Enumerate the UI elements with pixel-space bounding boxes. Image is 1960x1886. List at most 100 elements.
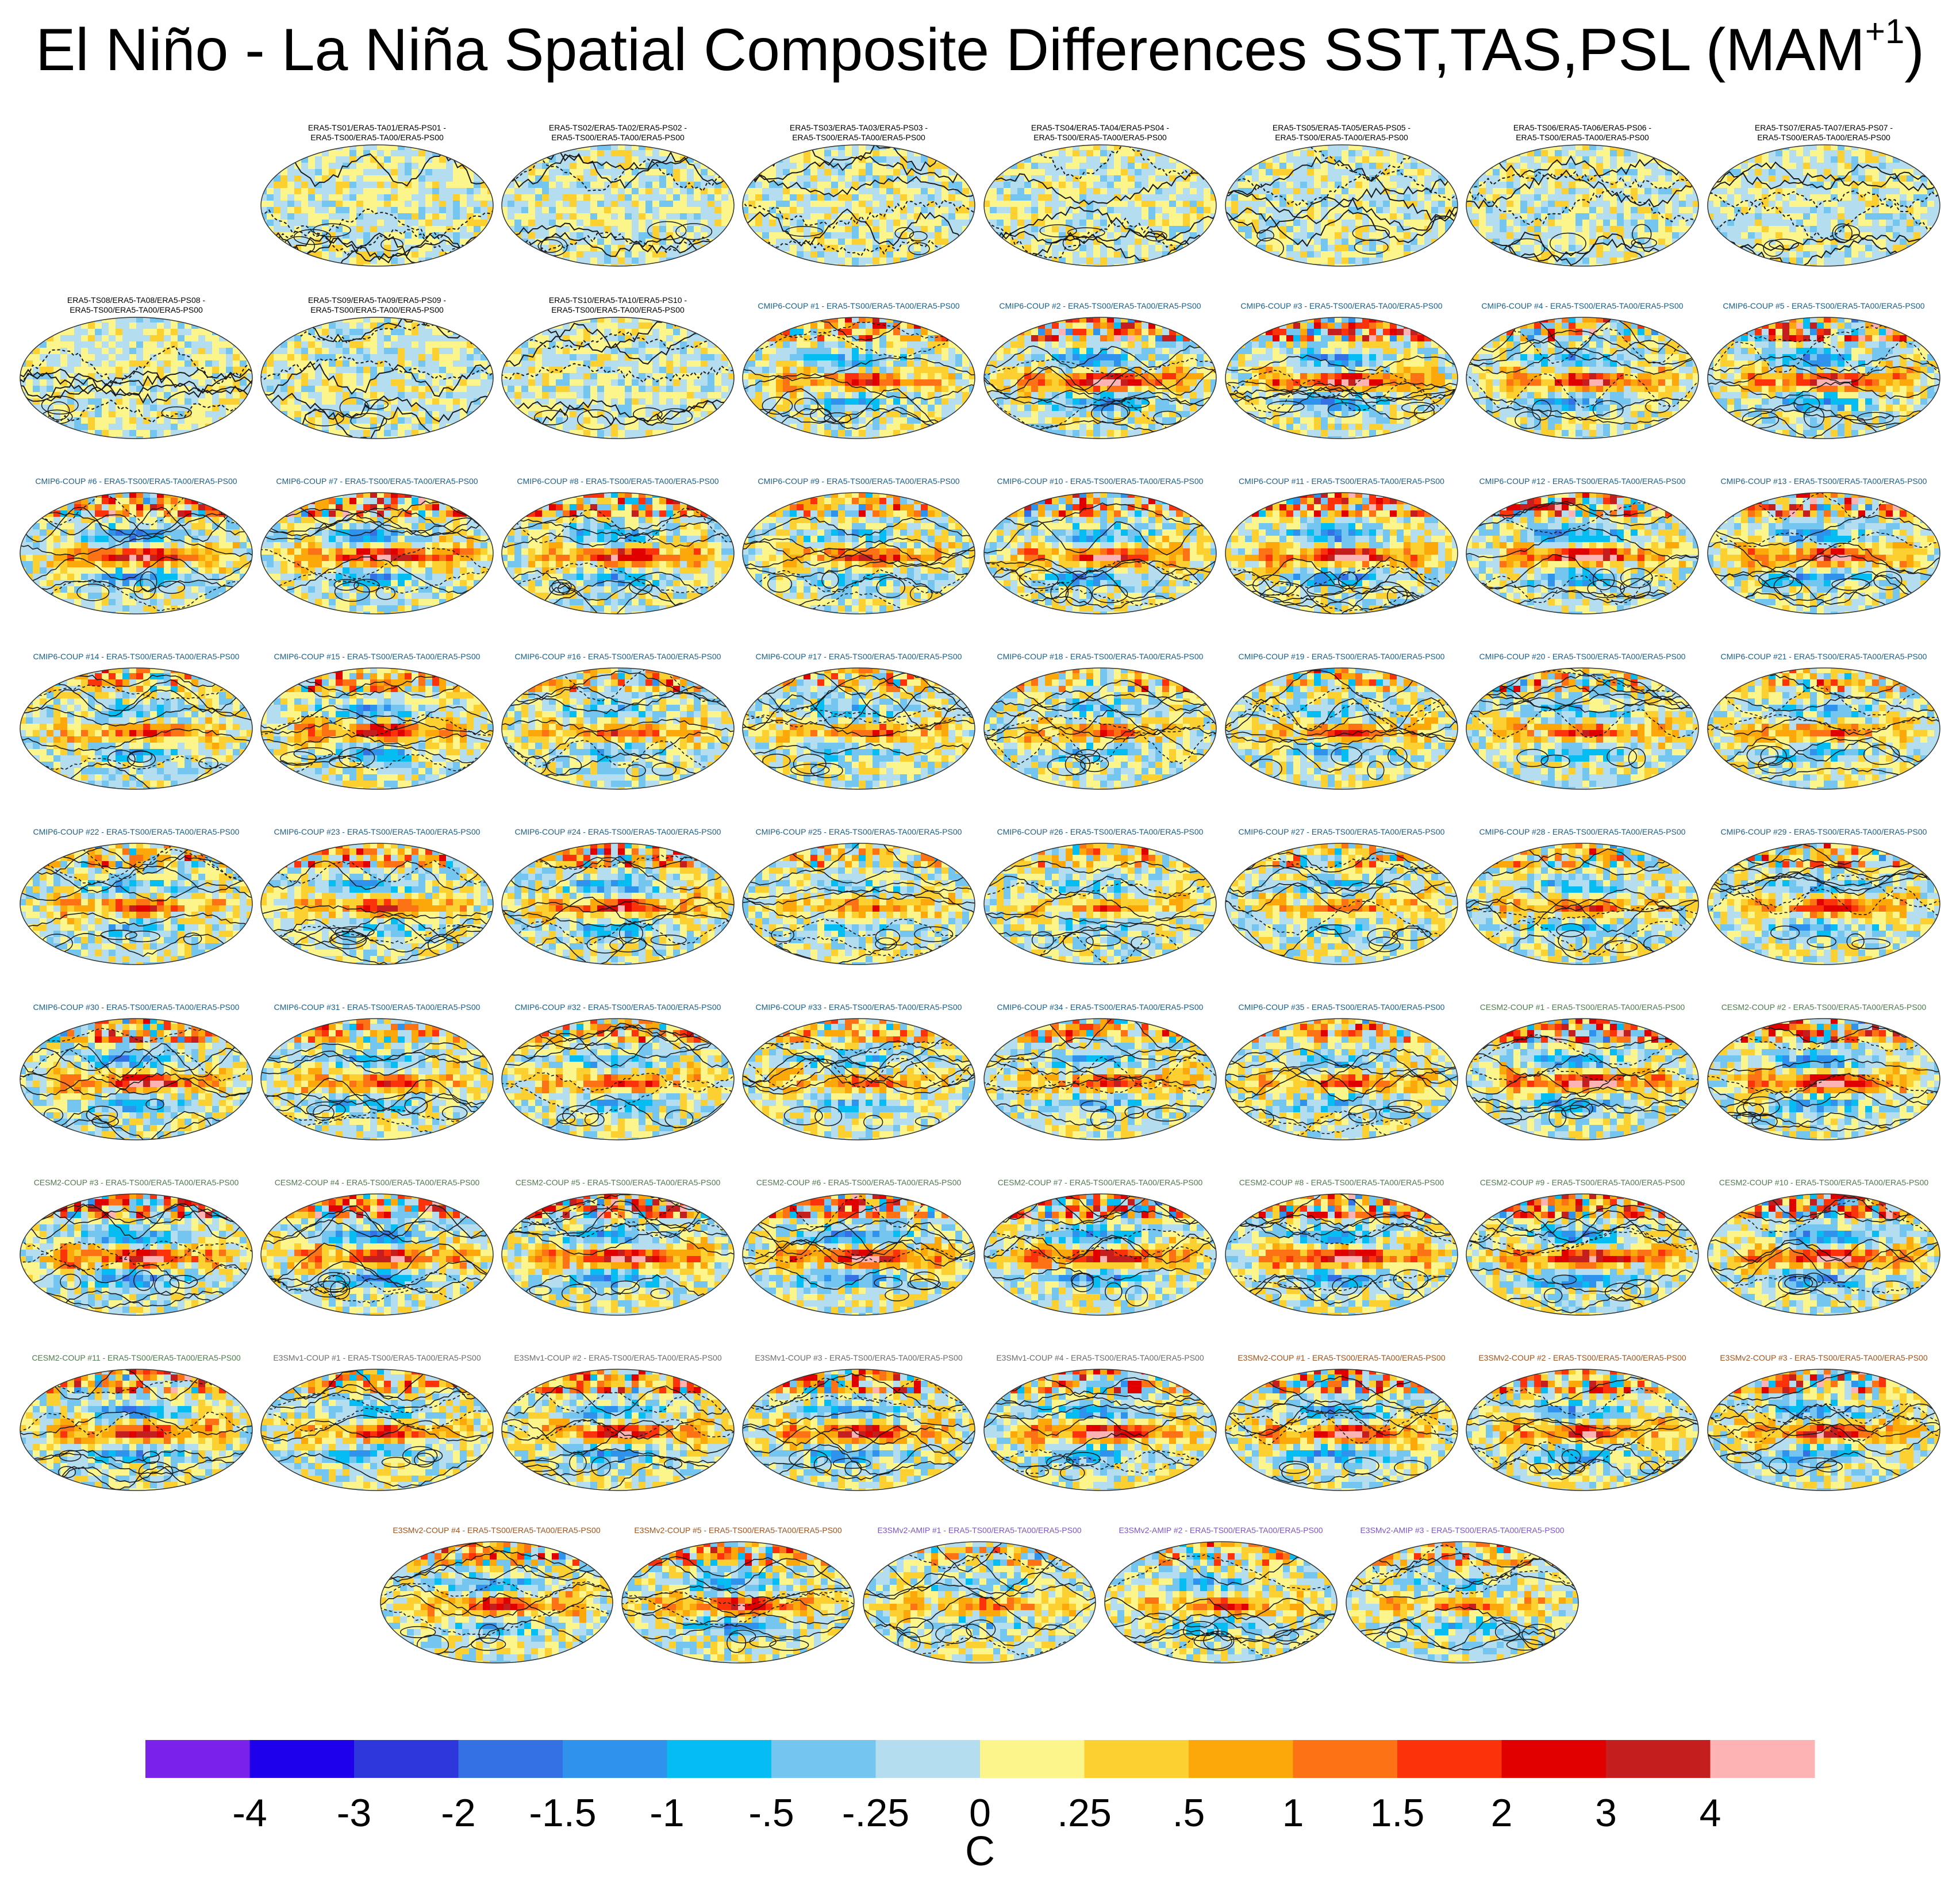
map-panel: CESM2-COUP #6 - ERA5-TS00/ERA5-TA00/ERA5…: [741, 1170, 976, 1316]
panel-label: CESM2-COUP #1 - ERA5-TS00/ERA5-TA00/ERA5…: [1465, 1002, 1700, 1012]
panel-label: CMIP6-COUP #32 - ERA5-TS00/ERA5-TA00/ERA…: [501, 1002, 735, 1012]
map-panel: CMIP6-COUP #33 - ERA5-TS00/ERA5-TA00/ERA…: [741, 994, 976, 1141]
global-map: [501, 492, 735, 614]
map-panel: CMIP6-COUP #16 - ERA5-TS00/ERA5-TA00/ERA…: [501, 644, 735, 790]
global-map: [501, 317, 735, 439]
panel-label: CESM2-COUP #8 - ERA5-TS00/ERA5-TA00/ERA5…: [1224, 1178, 1459, 1188]
global-map: [983, 1018, 1217, 1140]
page-title: El Niño - La Niña Spatial Composite Diff…: [0, 12, 1960, 84]
global-map: [20, 317, 253, 439]
panel-label: E3SMv2-AMIP #1 - ERA5-TS00/ERA5-TA00/ERA…: [862, 1526, 1097, 1535]
global-map: [20, 843, 253, 965]
global-map: [1225, 492, 1458, 614]
panel-label: CMIP6-COUP #7 - ERA5-TS00/ERA5-TA00/ERA5…: [260, 477, 494, 486]
map-panel: CMIP6-COUP #20 - ERA5-TS00/ERA5-TA00/ERA…: [1465, 644, 1700, 790]
global-map: [983, 144, 1217, 267]
panel-label: E3SMv1-COUP #4 - ERA5-TS00/ERA5-TA00/ERA…: [983, 1353, 1217, 1363]
panel-label: CMIP6-COUP #19 - ERA5-TS00/ERA5-TA00/ERA…: [1224, 652, 1459, 662]
panel-label: CMIP6-COUP #35 - ERA5-TS00/ERA5-TA00/ERA…: [1224, 1002, 1459, 1012]
global-map: [983, 1193, 1217, 1316]
panel-label: CMIP6-COUP #16 - ERA5-TS00/ERA5-TA00/ERA…: [501, 652, 735, 662]
map-panel: CMIP6-COUP #19 - ERA5-TS00/ERA5-TA00/ERA…: [1224, 644, 1459, 790]
map-panel: CESM2-COUP #3 - ERA5-TS00/ERA5-TA00/ERA5…: [19, 1170, 253, 1316]
global-map: [1225, 317, 1458, 439]
panel-label: CMIP6-COUP #8 - ERA5-TS00/ERA5-TA00/ERA5…: [501, 477, 735, 486]
map-panel: CMIP6-COUP #23 - ERA5-TS00/ERA5-TA00/ERA…: [260, 819, 494, 966]
panel-label: CMIP6-COUP #21 - ERA5-TS00/ERA5-TA00/ERA…: [1707, 652, 1941, 662]
panel-label: ERA5-TS10/ERA5-TA10/ERA5-PS10 - ERA5-TS0…: [501, 295, 735, 315]
global-map: [1466, 317, 1699, 439]
map-panel: CMIP6-COUP #1 - ERA5-TS00/ERA5-TA00/ERA5…: [741, 293, 976, 440]
panel-label: ERA5-TS04/ERA5-TA04/ERA5-PS04 - ERA5-TS0…: [983, 123, 1217, 143]
global-map: [983, 317, 1217, 439]
panel-label: ERA5-TS08/ERA5-TA08/ERA5-PS08 - ERA5-TS0…: [19, 295, 253, 315]
map-panel: CMIP6-COUP #26 - ERA5-TS00/ERA5-TA00/ERA…: [983, 819, 1217, 966]
panel-label: CMIP6-COUP #28 - ERA5-TS00/ERA5-TA00/ERA…: [1465, 827, 1700, 837]
map-panel: CMIP6-COUP #15 - ERA5-TS00/ERA5-TA00/ERA…: [260, 644, 494, 790]
panel-label: ERA5-TS02/ERA5-TA02/ERA5-PS02 - ERA5-TS0…: [501, 123, 735, 143]
global-map: [1466, 1018, 1699, 1140]
map-panel: CMIP6-COUP #27 - ERA5-TS00/ERA5-TA00/ERA…: [1224, 819, 1459, 966]
map-panel: CMIP6-COUP #35 - ERA5-TS00/ERA5-TA00/ERA…: [1224, 994, 1459, 1141]
panel-label: E3SMv2-AMIP #2 - ERA5-TS00/ERA5-TA00/ERA…: [1104, 1526, 1338, 1535]
panel-label: CMIP6-COUP #26 - ERA5-TS00/ERA5-TA00/ERA…: [983, 827, 1217, 837]
map-panel: ERA5-TS03/ERA5-TA03/ERA5-PS03 - ERA5-TS0…: [741, 121, 976, 267]
global-map: [742, 317, 975, 439]
panel-label: CMIP6-COUP #27 - ERA5-TS00/ERA5-TA00/ERA…: [1224, 827, 1459, 837]
colorbar-unit-label: C: [923, 1828, 1037, 1875]
global-map: [20, 1369, 253, 1491]
panel-label: CMIP6-COUP #24 - ERA5-TS00/ERA5-TA00/ERA…: [501, 827, 735, 837]
global-map: [742, 492, 975, 614]
panel-label: E3SMv2-COUP #1 - ERA5-TS00/ERA5-TA00/ERA…: [1224, 1353, 1459, 1363]
global-map: [1225, 843, 1458, 965]
map-panel: E3SMv2-COUP #1 - ERA5-TS00/ERA5-TA00/ERA…: [1224, 1345, 1459, 1492]
map-panel: CMIP6-COUP #4 - ERA5-TS00/ERA5-TA00/ERA5…: [1465, 293, 1700, 440]
panel-label: ERA5-TS07/ERA5-TA07/ERA5-PS07 - ERA5-TS0…: [1707, 123, 1941, 143]
map-panel: CMIP6-COUP #7 - ERA5-TS00/ERA5-TA00/ERA5…: [260, 468, 494, 615]
map-panel: E3SMv1-COUP #4 - ERA5-TS00/ERA5-TA00/ERA…: [983, 1345, 1217, 1492]
global-map: [260, 843, 494, 965]
global-map: [742, 1193, 975, 1316]
map-panel: ERA5-TS06/ERA5-TA06/ERA5-PS06 - ERA5-TS0…: [1465, 121, 1700, 267]
global-map: [742, 843, 975, 965]
panel-label: CMIP6-COUP #11 - ERA5-TS00/ERA5-TA00/ERA…: [1224, 477, 1459, 486]
global-map: [20, 667, 253, 790]
global-map: [1707, 317, 1940, 439]
panel-label: CESM2-COUP #9 - ERA5-TS00/ERA5-TA00/ERA5…: [1465, 1178, 1700, 1188]
map-panel: CMIP6-COUP #13 - ERA5-TS00/ERA5-TA00/ERA…: [1707, 468, 1941, 615]
global-map: [501, 1369, 735, 1491]
global-map: [1225, 144, 1458, 267]
map-panel: CESM2-COUP #7 - ERA5-TS00/ERA5-TA00/ERA5…: [983, 1170, 1217, 1316]
map-panel: E3SMv2-AMIP #3 - ERA5-TS00/ERA5-TA00/ERA…: [1345, 1518, 1579, 1664]
map-panel: CMIP6-COUP #18 - ERA5-TS00/ERA5-TA00/ERA…: [983, 644, 1217, 790]
global-map: [1225, 1369, 1458, 1491]
map-panel: CMIP6-COUP #10 - ERA5-TS00/ERA5-TA00/ERA…: [983, 468, 1217, 615]
map-panel: CMIP6-COUP #3 - ERA5-TS00/ERA5-TA00/ERA5…: [1224, 293, 1459, 440]
map-panel: CMIP6-COUP #8 - ERA5-TS00/ERA5-TA00/ERA5…: [501, 468, 735, 615]
map-panel: ERA5-TS10/ERA5-TA10/ERA5-PS10 - ERA5-TS0…: [501, 293, 735, 440]
panel-label: E3SMv2-COUP #3 - ERA5-TS00/ERA5-TA00/ERA…: [1707, 1353, 1941, 1363]
map-panel: CMIP6-COUP #5 - ERA5-TS00/ERA5-TA00/ERA5…: [1707, 293, 1941, 440]
panel-label: CMIP6-COUP #9 - ERA5-TS00/ERA5-TA00/ERA5…: [741, 477, 976, 486]
map-panel: ERA5-TS05/ERA5-TA05/ERA5-PS05 - ERA5-TS0…: [1224, 121, 1459, 267]
map-panel: CMIP6-COUP #28 - ERA5-TS00/ERA5-TA00/ERA…: [1465, 819, 1700, 966]
panel-label: CESM2-COUP #3 - ERA5-TS00/ERA5-TA00/ERA5…: [19, 1178, 253, 1188]
global-map: [260, 667, 494, 790]
panel-label: CMIP6-COUP #18 - ERA5-TS00/ERA5-TA00/ERA…: [983, 652, 1217, 662]
map-panel: CMIP6-COUP #31 - ERA5-TS00/ERA5-TA00/ERA…: [260, 994, 494, 1141]
panel-label: CMIP6-COUP #31 - ERA5-TS00/ERA5-TA00/ERA…: [260, 1002, 494, 1012]
global-map: [260, 1018, 494, 1140]
global-map: [1707, 667, 1940, 790]
map-panel: ERA5-TS09/ERA5-TA09/ERA5-PS09 - ERA5-TS0…: [260, 293, 494, 440]
panel-label: CMIP6-COUP #23 - ERA5-TS00/ERA5-TA00/ERA…: [260, 827, 494, 837]
global-map: [1466, 1193, 1699, 1316]
panel-label: CMIP6-COUP #12 - ERA5-TS00/ERA5-TA00/ERA…: [1465, 477, 1700, 486]
global-map: [380, 1541, 613, 1664]
global-map: [1707, 492, 1940, 614]
global-map: [983, 843, 1217, 965]
global-map: [1225, 667, 1458, 790]
panel-label: E3SMv2-AMIP #3 - ERA5-TS00/ERA5-TA00/ERA…: [1345, 1526, 1579, 1535]
panel-label: CMIP6-COUP #6 - ERA5-TS00/ERA5-TA00/ERA5…: [19, 477, 253, 486]
panel-label: E3SMv1-COUP #2 - ERA5-TS00/ERA5-TA00/ERA…: [501, 1353, 735, 1363]
